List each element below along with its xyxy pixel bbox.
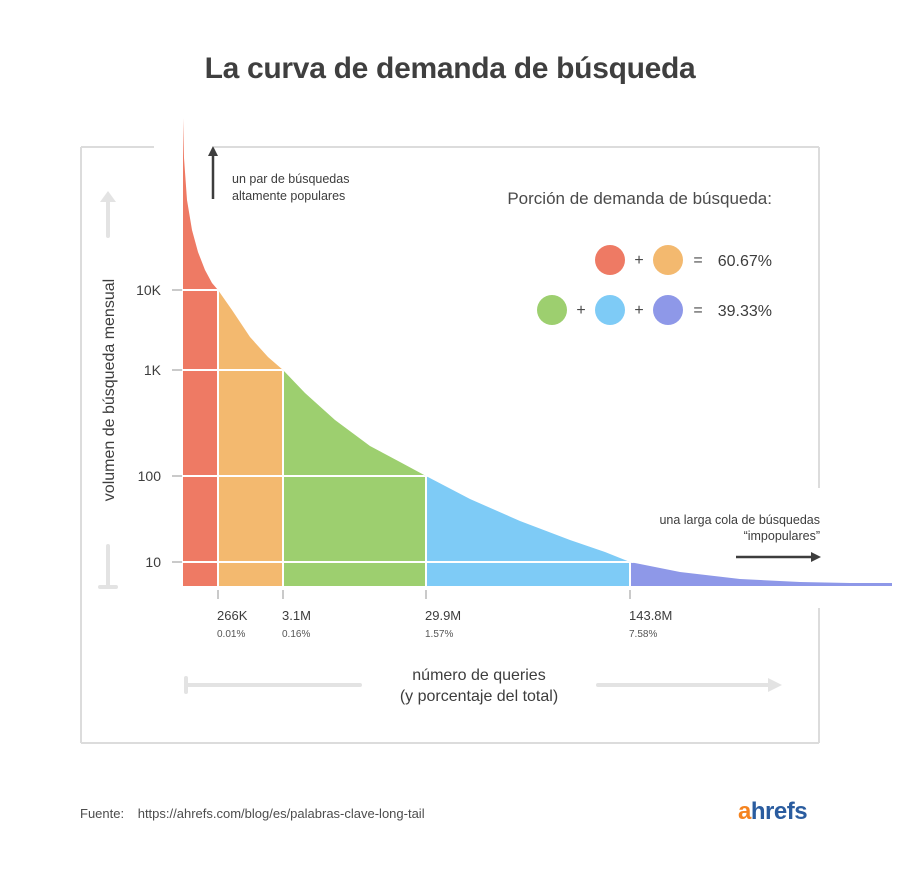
annotation-top-line2: altamente populares [232,189,345,203]
annotation-tail-line2: “impopulares” [744,529,820,543]
x-axis-label-line2: (y porcentaje del total) [400,688,558,705]
curve-segment-4 [426,118,630,586]
legend-title: Porción de demanda de búsqueda: [507,189,772,208]
legend-plus: + [576,302,585,319]
legend-equals: = [693,252,702,269]
x-tick-label: 29.9M [425,608,461,623]
legend-equals: = [693,302,702,319]
x-tick-label: 3.1M [282,608,311,623]
x-axis-ticks: 266K 0.01% 3.1M 0.16% 29.9M 1.57% 143.8M 7.58% [217,590,672,640]
x-tick-label: 266K [217,608,248,623]
x-axis-label-line1: número de queries [412,667,545,684]
legend-swatch [595,245,625,275]
logo-letter-a: a [738,798,751,825]
legend-swatch [537,295,567,325]
x-tick-label: 143.8M [629,608,672,623]
logo-letters: hrefs [750,798,808,825]
y-axis-label: volumen de búsqueda mensual [101,279,118,501]
legend-plus: + [634,252,643,269]
legend-swatch [653,295,683,325]
popular-searches-annotation: un par de búsquedas altamente populares [208,146,349,203]
page-title: La curva de demanda de búsqueda [204,52,696,85]
ahrefs-logo: ahrefs [738,798,808,826]
legend-plus: + [634,302,643,319]
long-tail-annotation: una larga cola de búsquedas “impopulares… [659,513,821,562]
x-tick-percent: 0.16% [282,629,310,640]
annotation-top-line1: un par de búsquedas [232,172,349,186]
source-url[interactable]: https://ahrefs.com/blog/es/palabras-clav… [137,806,425,821]
y-axis-ticks: 10K 1K 100 10 [136,282,182,570]
source-label: Fuente: [80,806,125,821]
y-tick-label: 10K [136,282,162,298]
source-footer: Fuente: https://ahrefs.com/blog/es/palab… [80,806,435,821]
y-tick-label: 10 [145,554,161,570]
legend-value: 60.67% [718,253,772,270]
legend-value: 39.33% [718,303,772,320]
chart-frame [80,146,820,744]
x-tick-percent: 7.58% [629,629,657,640]
y-tick-label: 1K [144,362,162,378]
x-tick-percent: 1.57% [425,629,453,640]
legend-swatch [653,245,683,275]
legend: Porción de demanda de búsqueda: + = 60.67%… [507,189,772,325]
x-tick-percent: 0.01% [217,629,245,640]
up-arrow-icon [208,146,218,156]
annotation-tail-line1: una larga cola de búsquedas [659,513,820,527]
legend-swatch [595,295,625,325]
y-tick-label: 100 [138,468,162,484]
y-axis-decoration [98,191,118,589]
x-axis-decoration [184,676,782,694]
right-arrow-icon [811,552,821,562]
